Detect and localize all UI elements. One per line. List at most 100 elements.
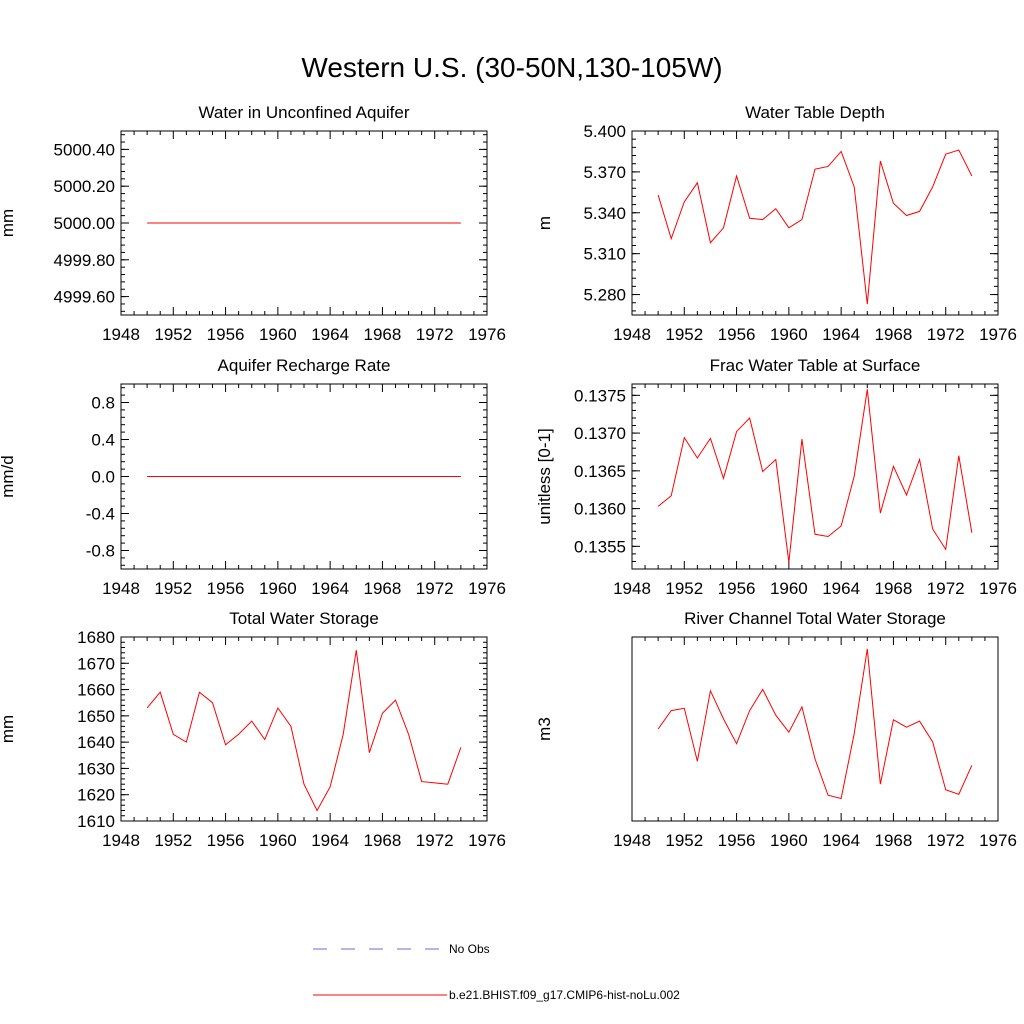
y-tick-label: 1670 bbox=[77, 654, 115, 673]
y-tick-label: 1630 bbox=[77, 759, 115, 778]
y-tick-label: 0.1355 bbox=[574, 537, 626, 556]
y-tick-label: 5.340 bbox=[583, 204, 626, 223]
y-tick-label: 0.1365 bbox=[574, 462, 626, 481]
y-tick-label: 5.310 bbox=[583, 245, 626, 264]
panel-total-water-storage-frame bbox=[120, 636, 488, 822]
x-tick-label: 1948 bbox=[102, 579, 140, 598]
x-tick-label: 1964 bbox=[311, 579, 349, 598]
y-tick-label: 4999.60 bbox=[54, 288, 115, 307]
y-tick-label: 1640 bbox=[77, 733, 115, 752]
panel-aquifer-recharge-rate-ylabel: mm/d bbox=[0, 455, 17, 498]
x-tick-label: 1952 bbox=[154, 831, 192, 850]
panel-water-table-depth-frame bbox=[631, 130, 999, 316]
panel-river-channel-total-water-storage: River Channel Total Water Storage 1948 195… bbox=[535, 609, 1017, 850]
x-tick-label: 1948 bbox=[102, 325, 140, 344]
x-tick-label: 1952 bbox=[665, 579, 703, 598]
panel-frac-water-table-at-surface-ylabel: unitless [0-1] bbox=[535, 428, 554, 524]
x-tick-label: 1964 bbox=[311, 325, 349, 344]
x-tick-label: 1956 bbox=[207, 579, 245, 598]
panel-total-water-storage-ylabel: mm bbox=[0, 715, 17, 743]
y-tick-label: 0.0 bbox=[91, 468, 115, 487]
x-tick-label: 1948 bbox=[613, 325, 651, 344]
x-tick-label: 1976 bbox=[468, 325, 506, 344]
x-tick-label: 1960 bbox=[259, 325, 297, 344]
y-tick-label: 5.400 bbox=[583, 122, 626, 141]
panel-water-table-depth-title: Water Table Depth bbox=[745, 103, 885, 122]
y-tick-label: 1680 bbox=[77, 628, 115, 647]
y-tick-label: 5000.40 bbox=[54, 140, 115, 159]
panel-water-table-depth: Water Table Depth 1948 1952 1956 1960 1964 196… bbox=[535, 103, 1017, 344]
panel-river-channel-total-water-storage-ylabel: m3 bbox=[535, 717, 554, 741]
x-tick-label: 1956 bbox=[718, 579, 756, 598]
x-tick-label: 1964 bbox=[822, 325, 860, 344]
y-tick-label: 0.1370 bbox=[574, 424, 626, 443]
x-tick-label: 1960 bbox=[770, 325, 808, 344]
y-tick-label: 1620 bbox=[77, 786, 115, 805]
x-tick-label: 1952 bbox=[154, 325, 192, 344]
y-tick-label: 5.370 bbox=[583, 163, 626, 182]
x-tick-label: 1968 bbox=[875, 579, 913, 598]
panel-frac-water-table-at-surface-series-line bbox=[657, 389, 973, 563]
x-tick-label: 1976 bbox=[979, 831, 1017, 850]
x-tick-label: 1972 bbox=[927, 831, 965, 850]
x-tick-label: 1952 bbox=[154, 579, 192, 598]
x-tick-label: 1948 bbox=[613, 831, 651, 850]
y-tick-label: 5000.20 bbox=[54, 177, 115, 196]
y-tick-label: 5.280 bbox=[583, 286, 626, 305]
panel-total-water-storage-title: Total Water Storage bbox=[229, 609, 379, 628]
y-tick-label: -0.8 bbox=[86, 542, 115, 561]
panel-river-channel-total-water-storage-series-line bbox=[657, 648, 973, 800]
x-tick-label: 1948 bbox=[613, 579, 651, 598]
y-tick-label: 0.1360 bbox=[574, 500, 626, 519]
x-tick-label: 1968 bbox=[875, 325, 913, 344]
x-tick-label: 1972 bbox=[416, 579, 454, 598]
panel-water-in-unconfined-aquifer-ylabel: mm bbox=[0, 209, 17, 237]
x-tick-label: 1956 bbox=[207, 831, 245, 850]
x-tick-label: 1968 bbox=[364, 325, 402, 344]
x-tick-label: 1972 bbox=[416, 325, 454, 344]
panel-water-table-depth-ylabel: m bbox=[535, 216, 554, 230]
panel-aquifer-recharge-rate: Aquifer Recharge Rate 1948 1952 1956 1960 196… bbox=[0, 356, 506, 598]
panel-total-water-storage: Total Water Storage 1948 1952 1956 1960 1964 1… bbox=[0, 609, 506, 850]
x-tick-label: 1960 bbox=[770, 831, 808, 850]
x-tick-label: 1960 bbox=[259, 831, 297, 850]
y-tick-label: 1660 bbox=[77, 681, 115, 700]
x-tick-label: 1964 bbox=[311, 831, 349, 850]
x-tick-label: 1948 bbox=[102, 831, 140, 850]
x-tick-label: 1960 bbox=[259, 579, 297, 598]
y-tick-label: 5000.00 bbox=[54, 214, 115, 233]
panel-aquifer-recharge-rate-title: Aquifer Recharge Rate bbox=[218, 356, 391, 375]
panel-frac-water-table-at-surface-frame bbox=[631, 383, 999, 570]
x-tick-label: 1972 bbox=[416, 831, 454, 850]
x-tick-label: 1968 bbox=[875, 831, 913, 850]
x-tick-label: 1952 bbox=[665, 831, 703, 850]
panel-frac-water-table-at-surface-title: Frac Water Table at Surface bbox=[710, 356, 921, 375]
x-tick-label: 1976 bbox=[468, 579, 506, 598]
x-tick-label: 1964 bbox=[822, 831, 860, 850]
panel-water-in-unconfined-aquifer-title: Water in Unconfined Aquifer bbox=[198, 103, 409, 122]
panel-water-table-depth-series-line bbox=[657, 149, 973, 305]
panel-river-channel-total-water-storage-title: River Channel Total Water Storage bbox=[684, 609, 946, 628]
x-tick-label: 1956 bbox=[207, 325, 245, 344]
x-tick-label: 1968 bbox=[364, 579, 402, 598]
x-tick-label: 1964 bbox=[822, 579, 860, 598]
x-tick-label: 1976 bbox=[979, 579, 1017, 598]
y-tick-label: 0.1375 bbox=[574, 386, 626, 405]
x-tick-label: 1968 bbox=[364, 831, 402, 850]
panel-frac-water-table-at-surface: Frac Water Table at Surface 1948 1952 1956 1… bbox=[535, 356, 1017, 598]
y-tick-label: 1610 bbox=[77, 812, 115, 831]
panel-river-channel-total-water-storage-frame bbox=[631, 636, 999, 822]
y-tick-label: 0.8 bbox=[91, 394, 115, 413]
x-tick-label: 1972 bbox=[927, 325, 965, 344]
y-tick-label: 4999.80 bbox=[54, 251, 115, 270]
x-tick-label: 1972 bbox=[927, 579, 965, 598]
x-tick-label: 1956 bbox=[718, 831, 756, 850]
x-tick-label: 1952 bbox=[665, 325, 703, 344]
y-tick-label: 0.4 bbox=[91, 431, 115, 450]
panel-total-water-storage-series-line bbox=[146, 650, 462, 812]
x-tick-label: 1956 bbox=[718, 325, 756, 344]
x-tick-label: 1976 bbox=[979, 325, 1017, 344]
y-tick-label: 1650 bbox=[77, 707, 115, 726]
panel-water-in-unconfined-aquifer: Water in Unconfined Aquifer 1948 1952 1956 1… bbox=[0, 103, 506, 344]
